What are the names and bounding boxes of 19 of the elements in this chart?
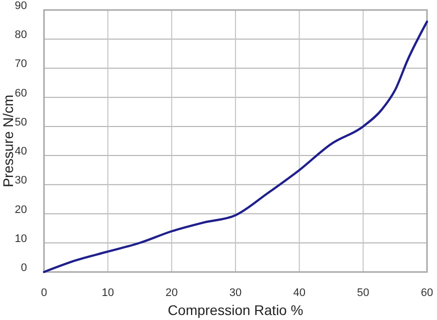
y-tick-label: 90 — [14, 0, 27, 12]
y-axis-title: Pressure N/cm — [0, 94, 16, 188]
y-tick-label: 80 — [14, 29, 27, 42]
y-tick-label: 10 — [14, 232, 27, 245]
x-tick-label: 10 — [102, 287, 114, 299]
y-tick-label: 60 — [14, 87, 27, 100]
x-tick-label: 40 — [293, 287, 306, 299]
y-tick-label: 50 — [14, 116, 27, 128]
y-tick-label: 70 — [14, 58, 27, 70]
x-tick-label: 30 — [229, 287, 242, 299]
x-tick-label: 0 — [40, 287, 48, 299]
x-tick-label: 50 — [357, 287, 370, 299]
x-tick-label: 60 — [420, 287, 434, 299]
x-tick-label: 20 — [166, 287, 178, 299]
y-tick-label: 40 — [14, 146, 27, 158]
y-tick-label: 20 — [14, 204, 27, 216]
x-axis-title: Compression Ratio % — [168, 302, 304, 318]
y-tick-label: 0 — [20, 262, 27, 274]
y-tick-label: 30 — [14, 174, 27, 187]
